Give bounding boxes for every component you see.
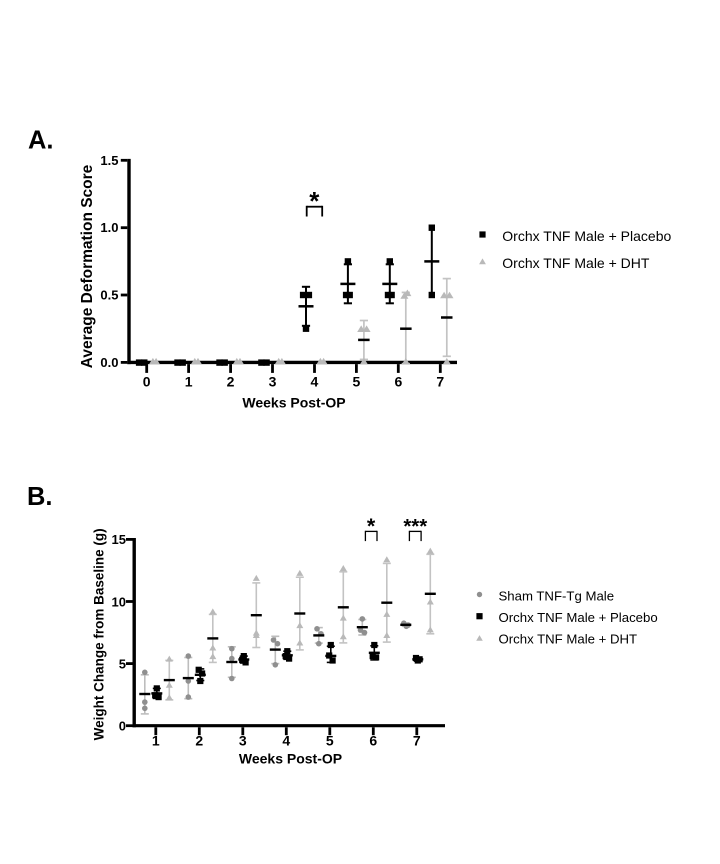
svg-text:5: 5	[353, 374, 361, 390]
svg-text:B.: B.	[27, 483, 53, 511]
svg-text:0: 0	[119, 719, 126, 734]
svg-text:6: 6	[369, 733, 377, 749]
svg-text:Orchx TNF Male + Placebo: Orchx TNF Male + Placebo	[499, 610, 658, 625]
svg-text:2: 2	[195, 733, 203, 749]
svg-text:A.: A.	[28, 127, 54, 155]
svg-text:2: 2	[227, 374, 235, 390]
svg-text:Orchx TNF Male + DHT: Orchx TNF Male + DHT	[499, 632, 638, 647]
svg-text:1: 1	[185, 374, 193, 390]
svg-text:Weight Change from Baseline (g: Weight Change from Baseline (g)	[92, 528, 107, 740]
svg-text:15: 15	[112, 532, 126, 547]
svg-text:Weeks Post-OP: Weeks Post-OP	[242, 395, 345, 411]
svg-text:3: 3	[269, 374, 277, 390]
svg-text:6: 6	[394, 374, 402, 390]
svg-text:1.0: 1.0	[100, 220, 118, 235]
svg-text:5: 5	[326, 733, 334, 749]
svg-text:***: ***	[403, 515, 427, 538]
svg-text:0.0: 0.0	[100, 355, 118, 370]
svg-text:4: 4	[311, 374, 319, 390]
svg-text:Average Deformation Score: Average Deformation Score	[79, 164, 96, 368]
svg-text:10: 10	[112, 594, 126, 609]
svg-text:*: *	[309, 186, 320, 216]
svg-text:Sham TNF-Tg Male: Sham TNF-Tg Male	[499, 588, 615, 603]
svg-text:1: 1	[152, 733, 160, 749]
svg-text:3: 3	[239, 733, 247, 749]
svg-text:7: 7	[413, 733, 421, 749]
svg-text:Orchx TNF Male + DHT: Orchx TNF Male + DHT	[502, 255, 650, 271]
svg-text:1.5: 1.5	[100, 153, 118, 168]
svg-text:4: 4	[282, 733, 290, 749]
svg-text:7: 7	[436, 374, 444, 390]
svg-text:5: 5	[119, 656, 126, 671]
svg-text:0.5: 0.5	[100, 288, 118, 303]
svg-text:Weeks Post-OP: Weeks Post-OP	[239, 751, 342, 767]
svg-text:0: 0	[143, 374, 151, 390]
svg-text:Orchx TNF Male + Placebo: Orchx TNF Male + Placebo	[502, 228, 671, 244]
svg-text:*: *	[367, 514, 376, 538]
